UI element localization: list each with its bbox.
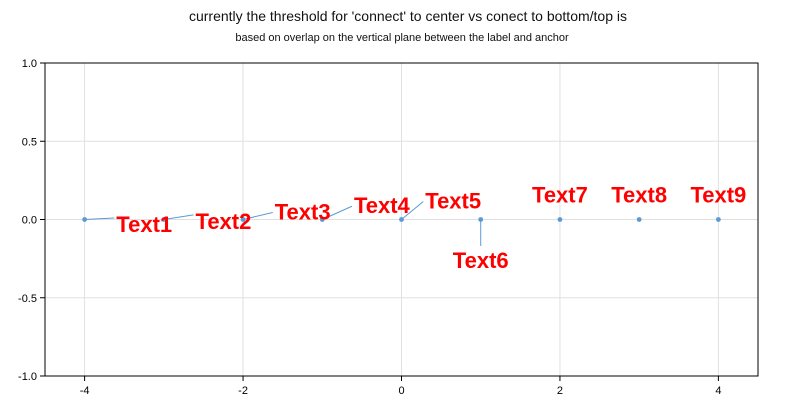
data-point: [161, 217, 167, 222]
annotation-label-1: Text1: [116, 212, 172, 237]
y-tick-label: 0.5: [22, 136, 37, 148]
annotation-label-3: Text3: [275, 200, 331, 225]
y-axis-ticks: 1.0 0.5 0.0 -0.5 -1.0: [18, 58, 45, 383]
connector-line: [84, 217, 115, 220]
annotation-label-8: Text8: [611, 182, 667, 207]
connector-line: [401, 201, 424, 220]
x-tick-label: 0: [398, 385, 404, 397]
data-point: [399, 217, 404, 222]
data-point: [636, 217, 642, 222]
y-tick-label: 1.0: [22, 58, 37, 70]
annotation-labels: Text1 Text2 Text3 Text4 Text5 Text6 Text7 Text8…: [116, 182, 746, 273]
y-tick-label: -0.5: [18, 293, 37, 305]
data-point: [715, 217, 721, 222]
data-point: [557, 217, 563, 222]
y-tick-label: -1.0: [18, 371, 37, 383]
x-tick-label: -4: [80, 385, 90, 397]
annotation-label-6: Text6: [453, 248, 509, 273]
annotation-label-2: Text2: [196, 209, 252, 234]
annotation-label-7: Text7: [532, 182, 588, 207]
data-point: [240, 217, 246, 222]
data-point: [319, 217, 325, 222]
annotation-label-4: Text4: [354, 193, 411, 218]
data-points: [82, 217, 721, 222]
chart-title: currently the threshold for 'connect' to…: [189, 8, 627, 24]
x-tick-label: 4: [715, 385, 721, 397]
x-tick-label: -2: [238, 385, 248, 397]
chart-subtitle: based on overlap on the vertical plane b…: [235, 32, 569, 44]
data-point: [478, 217, 484, 222]
x-tick-label: 2: [557, 385, 563, 397]
annotation-label-9: Text9: [690, 182, 746, 207]
connector-lines: [84, 201, 482, 247]
x-axis-ticks: -4 -2 0 2 4: [80, 376, 721, 397]
connector-line: [242, 212, 273, 220]
connector-line: [163, 214, 194, 220]
y-tick-label: 0.0: [22, 215, 37, 227]
annotation-label-5: Text5: [425, 189, 481, 214]
data-point: [82, 217, 88, 222]
connector-line: [322, 205, 353, 220]
